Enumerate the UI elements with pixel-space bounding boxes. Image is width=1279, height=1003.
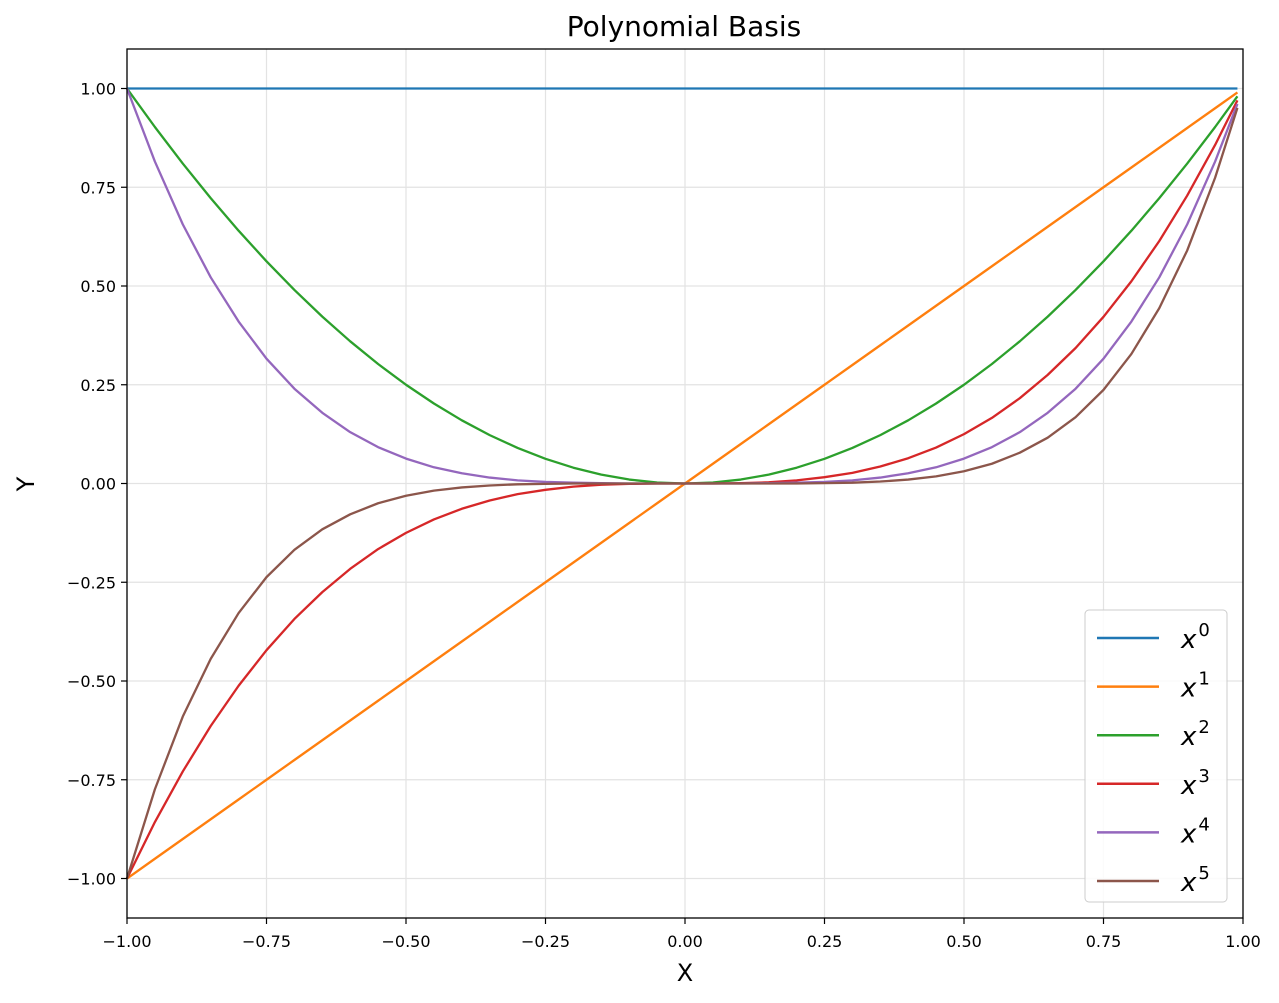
x-tick-label: −0.75: [242, 932, 291, 951]
legend: x 0x 1x 2x 3x 4x 5: [1084, 609, 1228, 903]
legend-label-base: x: [1180, 771, 1197, 801]
y-tick-label: 0.25: [80, 376, 116, 395]
legend-label-base: x: [1180, 722, 1197, 752]
y-tick-label: 0.75: [80, 178, 116, 197]
y-tick-label: 1.00: [80, 80, 116, 99]
x-tick-label: 1.00: [1225, 932, 1261, 951]
legend-label-exponent: 4: [1198, 814, 1209, 835]
legend-label-base: x: [1180, 674, 1197, 704]
y-tick-label: −0.25: [67, 573, 116, 592]
y-tick-label: −1.00: [67, 870, 116, 889]
legend-label-exponent: 2: [1198, 717, 1209, 738]
legend-label-base: x: [1180, 868, 1197, 898]
legend-label-base: x: [1180, 625, 1197, 655]
x-tick-label: 0.25: [807, 932, 843, 951]
y-axis: 1.00 0.75 0.50 0.25 0.00 −0.25 −0.50 −0.75 −1.00: [67, 80, 127, 889]
y-tick-label: 0.50: [80, 277, 116, 296]
x-tick-label: 0.00: [667, 932, 703, 951]
x-axis-label: X: [677, 959, 693, 987]
legend-label-exponent: 0: [1198, 620, 1209, 641]
legend-label-exponent: 3: [1198, 766, 1209, 787]
x-tick-label: −0.25: [521, 932, 570, 951]
series-layer: [125, 87, 1239, 880]
y-tick-label: −0.50: [67, 672, 116, 691]
x-tick-label: 0.50: [946, 932, 982, 951]
legend-label-exponent: 1: [1198, 669, 1209, 690]
legend-label-base: x: [1180, 819, 1197, 849]
series-line-x5: [125, 107, 1239, 879]
y-tick-label: −0.75: [67, 771, 116, 790]
x-axis: −1.00 −0.75 −0.50 −0.25 0.00 0.25 0.50 0.75 1.00: [102, 918, 1261, 951]
legend-label-exponent: 5: [1198, 863, 1209, 884]
legend-box: [1084, 609, 1228, 903]
y-tick-label: 0.00: [80, 475, 116, 494]
series-line-x1: [126, 91, 1239, 880]
x-tick-label: −0.50: [381, 932, 430, 951]
x-tick-label: −1.00: [102, 932, 151, 951]
x-tick-label: 0.75: [1086, 932, 1122, 951]
y-axis-label: Y: [12, 476, 40, 492]
chart-title: Polynomial Basis: [567, 10, 801, 43]
